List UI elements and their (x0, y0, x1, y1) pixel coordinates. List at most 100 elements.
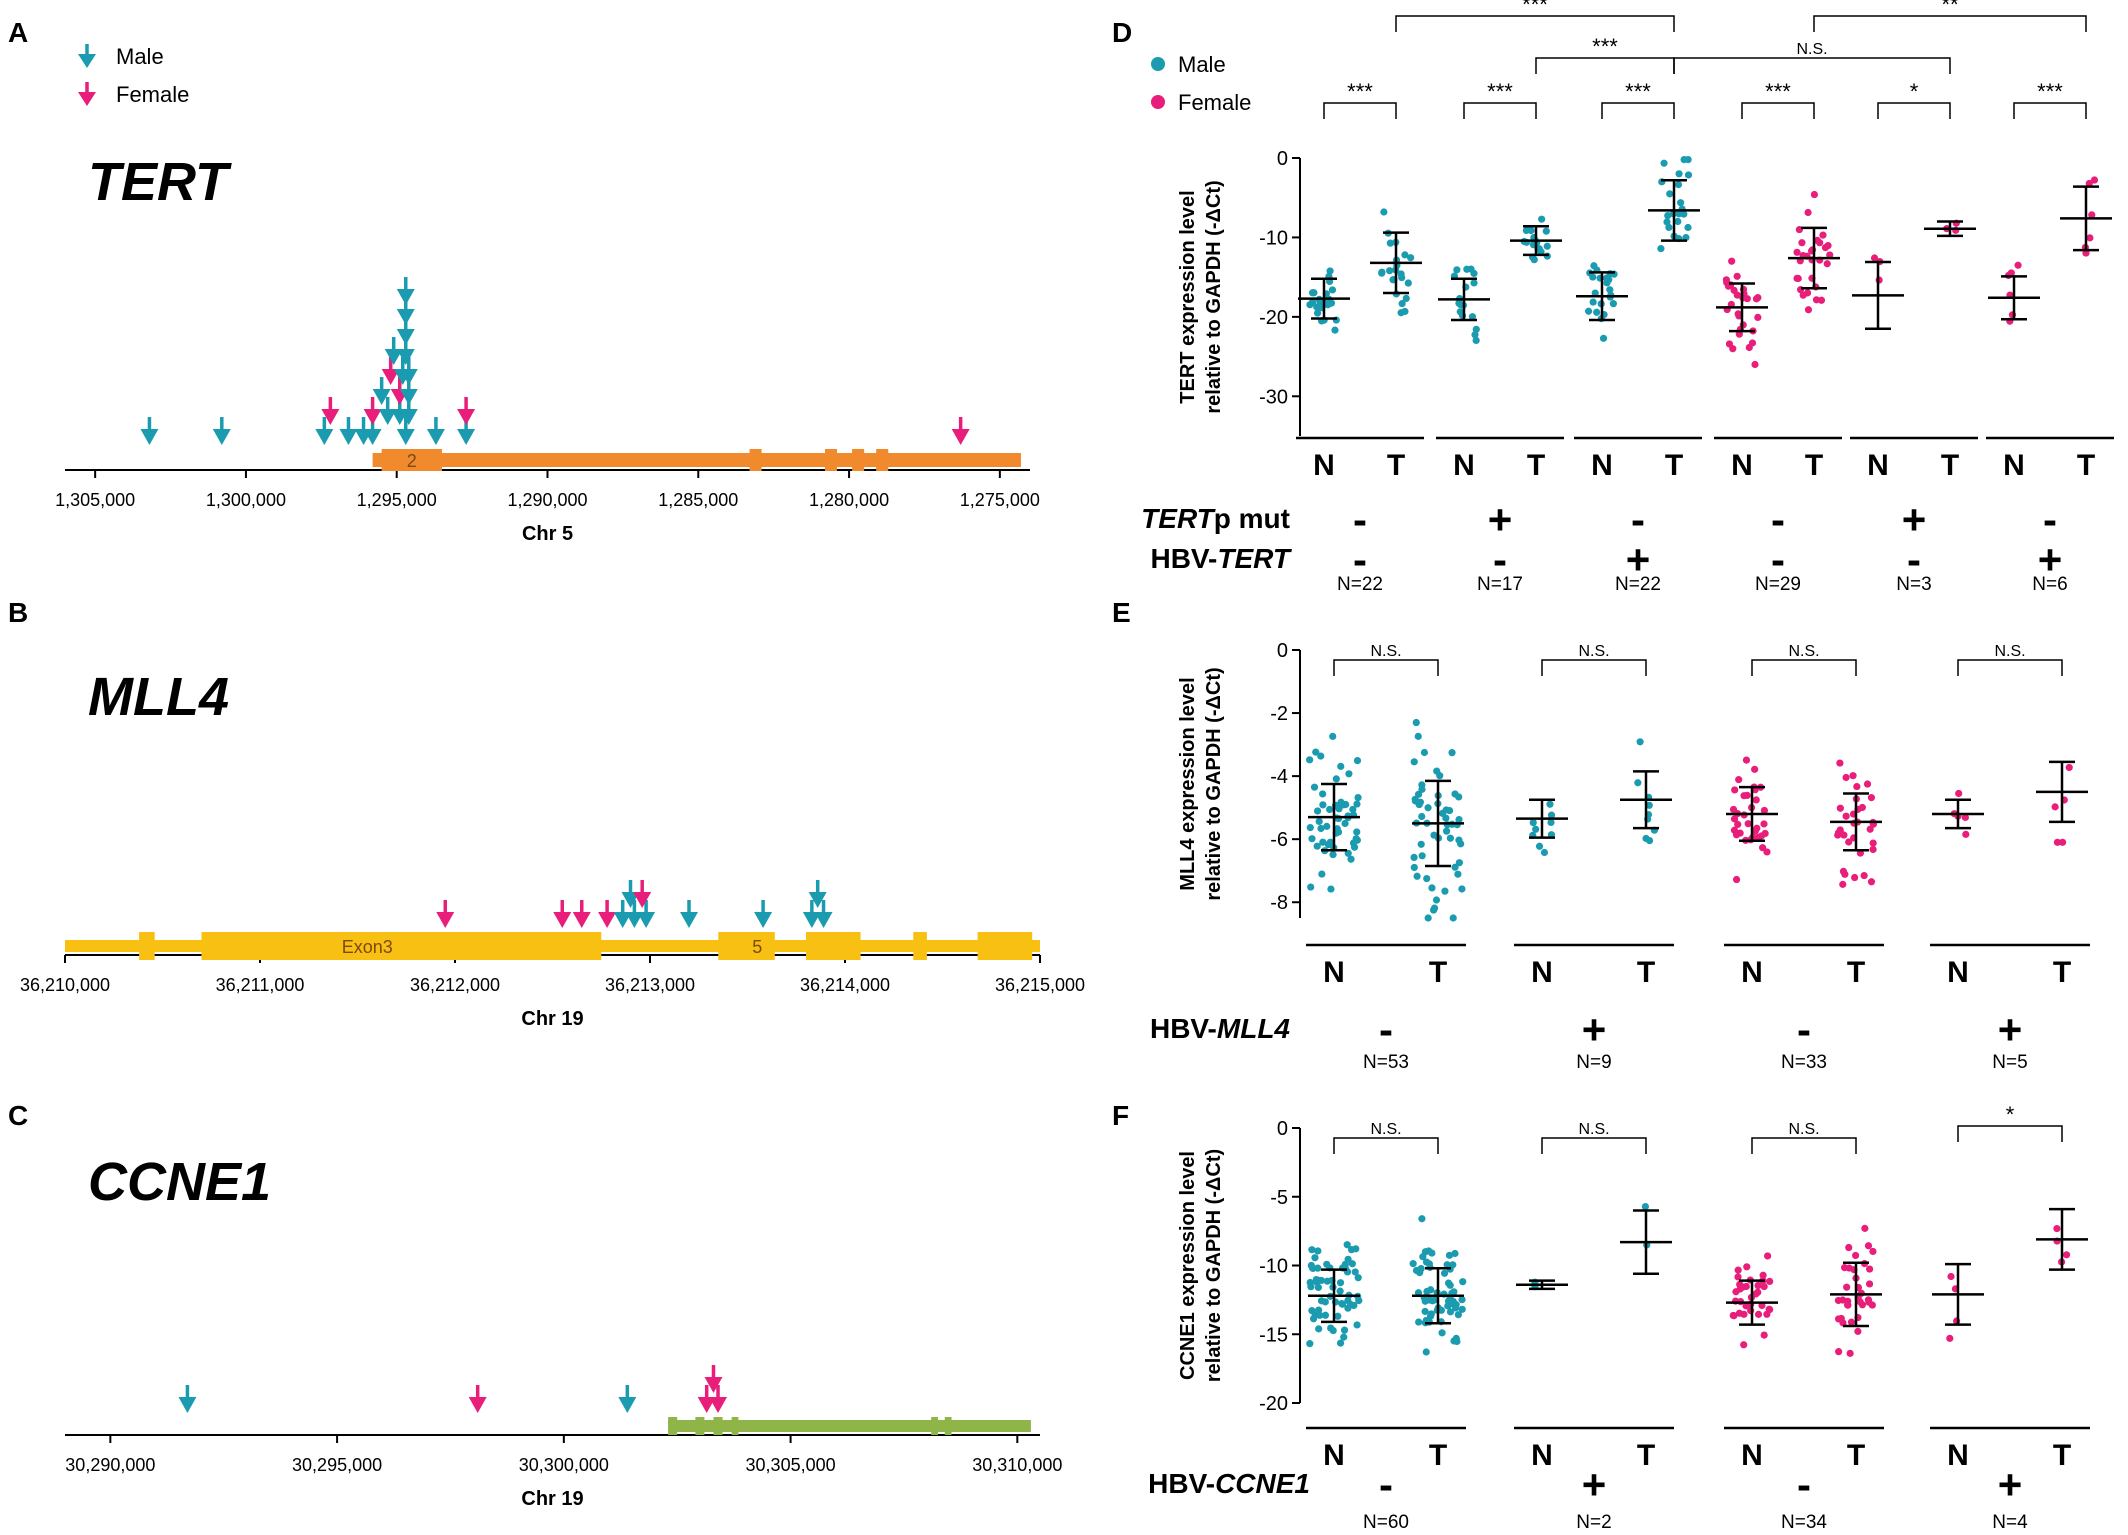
axis-tick-label: 1,285,000 (658, 490, 738, 510)
arrow-head (178, 1397, 197, 1413)
data-point (1867, 794, 1876, 802)
significance-label: N.S. (1578, 643, 1609, 660)
axis-tick-label: 36,215,000 (995, 975, 1085, 995)
data-point (1409, 1260, 1417, 1268)
data-point (1329, 732, 1337, 740)
sample-size: N=4 (1992, 1512, 2028, 1533)
data-point (1446, 1308, 1455, 1316)
female-integration-arrow (321, 397, 340, 425)
data-point (1397, 270, 1405, 278)
data-point (1410, 863, 1418, 872)
t-label: T (1941, 449, 1959, 482)
arrow-head (951, 429, 970, 445)
data-point (1645, 801, 1653, 809)
data-point (1317, 824, 1325, 833)
data-point (1740, 1341, 1748, 1349)
row1-marker: + (1998, 1006, 2023, 1053)
arrow-head (321, 409, 340, 425)
data-point (1760, 806, 1769, 815)
axis-tick-label: 30,305,000 (746, 1455, 836, 1475)
data-point (1843, 1283, 1851, 1291)
exon (806, 932, 861, 960)
exon (876, 449, 889, 471)
data-point (1766, 1277, 1774, 1285)
y-axis-label-line1: TERT expression level (1177, 190, 1199, 403)
data-point (1338, 1300, 1347, 1308)
data-point (1341, 819, 1349, 828)
exon-label: 5 (752, 937, 762, 957)
data-point (1449, 914, 1457, 922)
data-point (1734, 1273, 1742, 1281)
data-point (1535, 842, 1544, 850)
data-point (1834, 831, 1842, 839)
data-point (1323, 822, 1331, 830)
group-5: N T *** -+N=6 (1986, 79, 2114, 595)
data-point (1401, 251, 1409, 259)
significance-label: * (2006, 1102, 2015, 1127)
panel-letter: A (8, 17, 28, 48)
data-point (1418, 852, 1426, 860)
male-integration-arrow (426, 417, 445, 445)
data-point (1421, 1307, 1429, 1316)
y-axis-label: MLL4 expression level relative to GAPDH (… (1177, 667, 1225, 900)
data-point (1455, 859, 1463, 867)
data-point (1386, 239, 1394, 247)
row1-marker: - (1379, 1006, 1393, 1053)
cross-significance-bracket (1673, 57, 1951, 74)
data-point (2053, 1224, 2061, 1233)
y-tick-label: -20 (1259, 307, 1288, 329)
female-integration-arrow (553, 900, 572, 928)
data-point (1733, 272, 1741, 280)
arrow-head (637, 912, 656, 928)
data-point (1752, 796, 1760, 804)
data-point (1310, 783, 1319, 791)
axis-label: Chr 19 (521, 1008, 583, 1030)
data-point (1760, 1283, 1768, 1291)
data-point (1530, 256, 1538, 264)
data-point (1308, 1264, 1317, 1272)
t-label: T (1847, 1439, 1865, 1472)
data-point (1413, 872, 1421, 880)
t-label: T (1637, 956, 1655, 989)
significance-bracket (1751, 659, 1857, 676)
data-point (1329, 1326, 1337, 1335)
data-point (1663, 218, 1671, 226)
data-point (1307, 883, 1315, 891)
data-point (1543, 242, 1551, 250)
data-point (1458, 1296, 1466, 1304)
data-point (1529, 819, 1537, 827)
data-point (1547, 818, 1555, 827)
axis-tick-label: 36,211,000 (216, 975, 305, 995)
n-label: N (1453, 449, 1475, 482)
data-point (1674, 180, 1683, 189)
significance-label: N.S. (1994, 643, 2025, 660)
data-point (1763, 1252, 1772, 1260)
data-point (2014, 261, 2022, 269)
significance-label: *** (1347, 79, 1373, 104)
gene-body (372, 453, 1021, 467)
data-point (1856, 1298, 1864, 1306)
data-point (1351, 1268, 1359, 1276)
data-point (1736, 1285, 1744, 1293)
arrow-head (572, 912, 591, 928)
significance-label: N.S. (1788, 1121, 1819, 1138)
data-point (1431, 1296, 1439, 1304)
axis-tick-label: 1,305,000 (55, 490, 135, 510)
significance-bracket (1333, 1137, 1439, 1154)
panel-letter: F (1112, 1100, 1129, 1131)
data-point (1309, 1315, 1318, 1323)
data-point (1535, 245, 1543, 253)
arrow-head (625, 912, 644, 928)
arrow-head (212, 429, 231, 445)
data-point (1743, 1263, 1751, 1271)
data-point (1433, 767, 1441, 775)
data-point (1410, 758, 1418, 766)
data-point (1418, 1215, 1426, 1223)
axis-tick-label: 36,212,000 (410, 975, 500, 995)
male-integration-arrow (178, 1385, 197, 1413)
arrow-head (399, 369, 418, 385)
male-integration-arrow (637, 900, 656, 928)
data-point (2051, 803, 2059, 811)
data-point (1446, 834, 1454, 842)
data-point (1347, 1246, 1356, 1254)
